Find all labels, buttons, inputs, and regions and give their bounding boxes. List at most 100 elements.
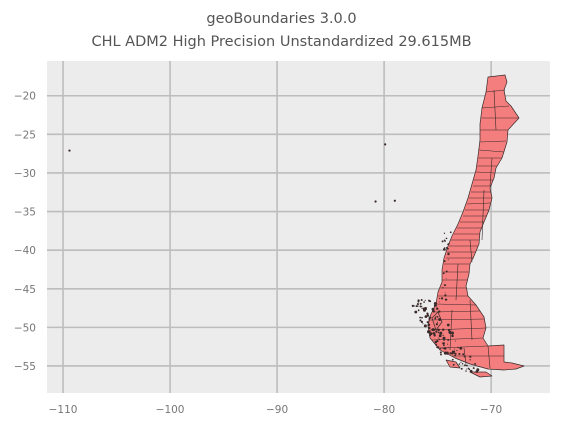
fjord-island xyxy=(472,367,475,370)
fjord-island xyxy=(451,334,454,338)
fjord-island xyxy=(447,328,451,332)
x-tick-label: −80 xyxy=(373,404,395,416)
fjord-island xyxy=(439,334,442,337)
fjord-island xyxy=(437,331,440,334)
fjord-island xyxy=(447,252,450,256)
fjord-island xyxy=(427,330,431,334)
southern-archipelago xyxy=(411,231,480,373)
fjord-island xyxy=(419,316,421,319)
fjord-island xyxy=(451,352,454,355)
fjord-island xyxy=(465,370,467,372)
fjord-island xyxy=(449,231,452,234)
fjord-island xyxy=(432,332,436,335)
y-tick-label: −45 xyxy=(14,284,36,296)
fjord-island xyxy=(443,339,445,341)
fjord-island xyxy=(436,339,439,343)
fjord-island xyxy=(445,278,447,280)
fjord-island xyxy=(465,364,468,367)
fjord-island xyxy=(417,309,420,312)
fjord-island xyxy=(442,334,444,336)
fjord-island xyxy=(439,351,442,354)
fjord-island xyxy=(463,355,465,357)
fjord-island xyxy=(434,317,437,320)
y-tick-label: −30 xyxy=(14,168,36,180)
fjord-island xyxy=(445,351,447,353)
fjord-island xyxy=(420,320,424,324)
fjord-island xyxy=(443,344,445,347)
fjord-island xyxy=(443,248,446,251)
fjord-island xyxy=(427,323,431,327)
fjord-island xyxy=(436,321,438,323)
fjord-island xyxy=(416,303,419,306)
fjord-island xyxy=(417,299,420,302)
fjord-island xyxy=(456,349,458,352)
x-tick-label: −100 xyxy=(156,404,185,416)
fjord-island xyxy=(413,305,415,307)
island-marker xyxy=(384,143,387,146)
y-tick-label: −50 xyxy=(14,322,36,334)
fjord-island xyxy=(428,319,431,321)
fjord-island xyxy=(437,328,440,332)
fjord-island xyxy=(443,232,446,234)
fjord-island xyxy=(422,308,427,312)
fjord-island xyxy=(430,332,433,335)
fjord-island xyxy=(466,368,468,370)
fjord-island xyxy=(438,318,442,321)
fjord-island xyxy=(457,346,459,349)
fjord-island xyxy=(443,284,447,287)
fjord-island xyxy=(447,259,449,261)
fjord-island xyxy=(474,362,477,365)
fjord-island xyxy=(442,347,444,350)
fjord-island xyxy=(419,305,422,308)
fjord-island xyxy=(435,304,438,307)
x-tick-label: −70 xyxy=(480,404,502,416)
fjord-island xyxy=(440,297,444,300)
fjord-island xyxy=(471,370,473,372)
fjord-island xyxy=(435,330,438,333)
fjord-island xyxy=(439,301,441,303)
pacific-islands xyxy=(68,143,396,203)
fjord-island xyxy=(469,359,471,361)
x-tick-label: −110 xyxy=(49,404,78,416)
fjord-island xyxy=(426,321,429,324)
fjord-island xyxy=(469,355,472,358)
fjord-island xyxy=(447,243,449,245)
fjord-island xyxy=(458,363,461,365)
fjord-island xyxy=(424,315,428,318)
fjord-island xyxy=(421,305,423,307)
fjord-island xyxy=(423,301,425,303)
fjord-island xyxy=(435,343,438,346)
fjord-island xyxy=(421,307,423,309)
fjord-island xyxy=(451,331,454,335)
map-title-line-1: geoBoundaries 3.0.0 xyxy=(206,11,357,27)
fjord-island xyxy=(444,294,447,297)
fjord-island xyxy=(422,323,424,325)
fjord-island xyxy=(446,299,448,301)
fjord-island xyxy=(435,307,439,310)
fjord-island xyxy=(447,347,449,349)
fjord-island xyxy=(414,310,418,314)
y-tick-label: −40 xyxy=(14,245,36,257)
fjord-island xyxy=(443,259,446,263)
fjord-island xyxy=(435,316,437,318)
fjord-island xyxy=(461,362,464,365)
fjord-island xyxy=(432,328,435,332)
island-marker xyxy=(393,199,396,202)
fjord-island xyxy=(441,328,445,331)
fjord-island xyxy=(448,330,451,334)
fjord-island xyxy=(445,270,448,273)
y-tick-label: −35 xyxy=(14,207,36,219)
fjord-island xyxy=(446,238,448,239)
fjord-island xyxy=(419,302,422,305)
fjord-island xyxy=(449,332,451,334)
tick-labels: −110 −100 −90 −80 −70 −20 −25 −30 −35 −40 −45 −50 −5… xyxy=(14,91,502,416)
fjord-island xyxy=(457,363,459,366)
fjord-island xyxy=(429,334,432,337)
fjord-island xyxy=(454,352,457,355)
fjord-island xyxy=(442,343,444,345)
x-tick-label: −90 xyxy=(266,404,288,416)
fjord-island xyxy=(445,247,448,249)
fjord-island xyxy=(436,315,439,318)
